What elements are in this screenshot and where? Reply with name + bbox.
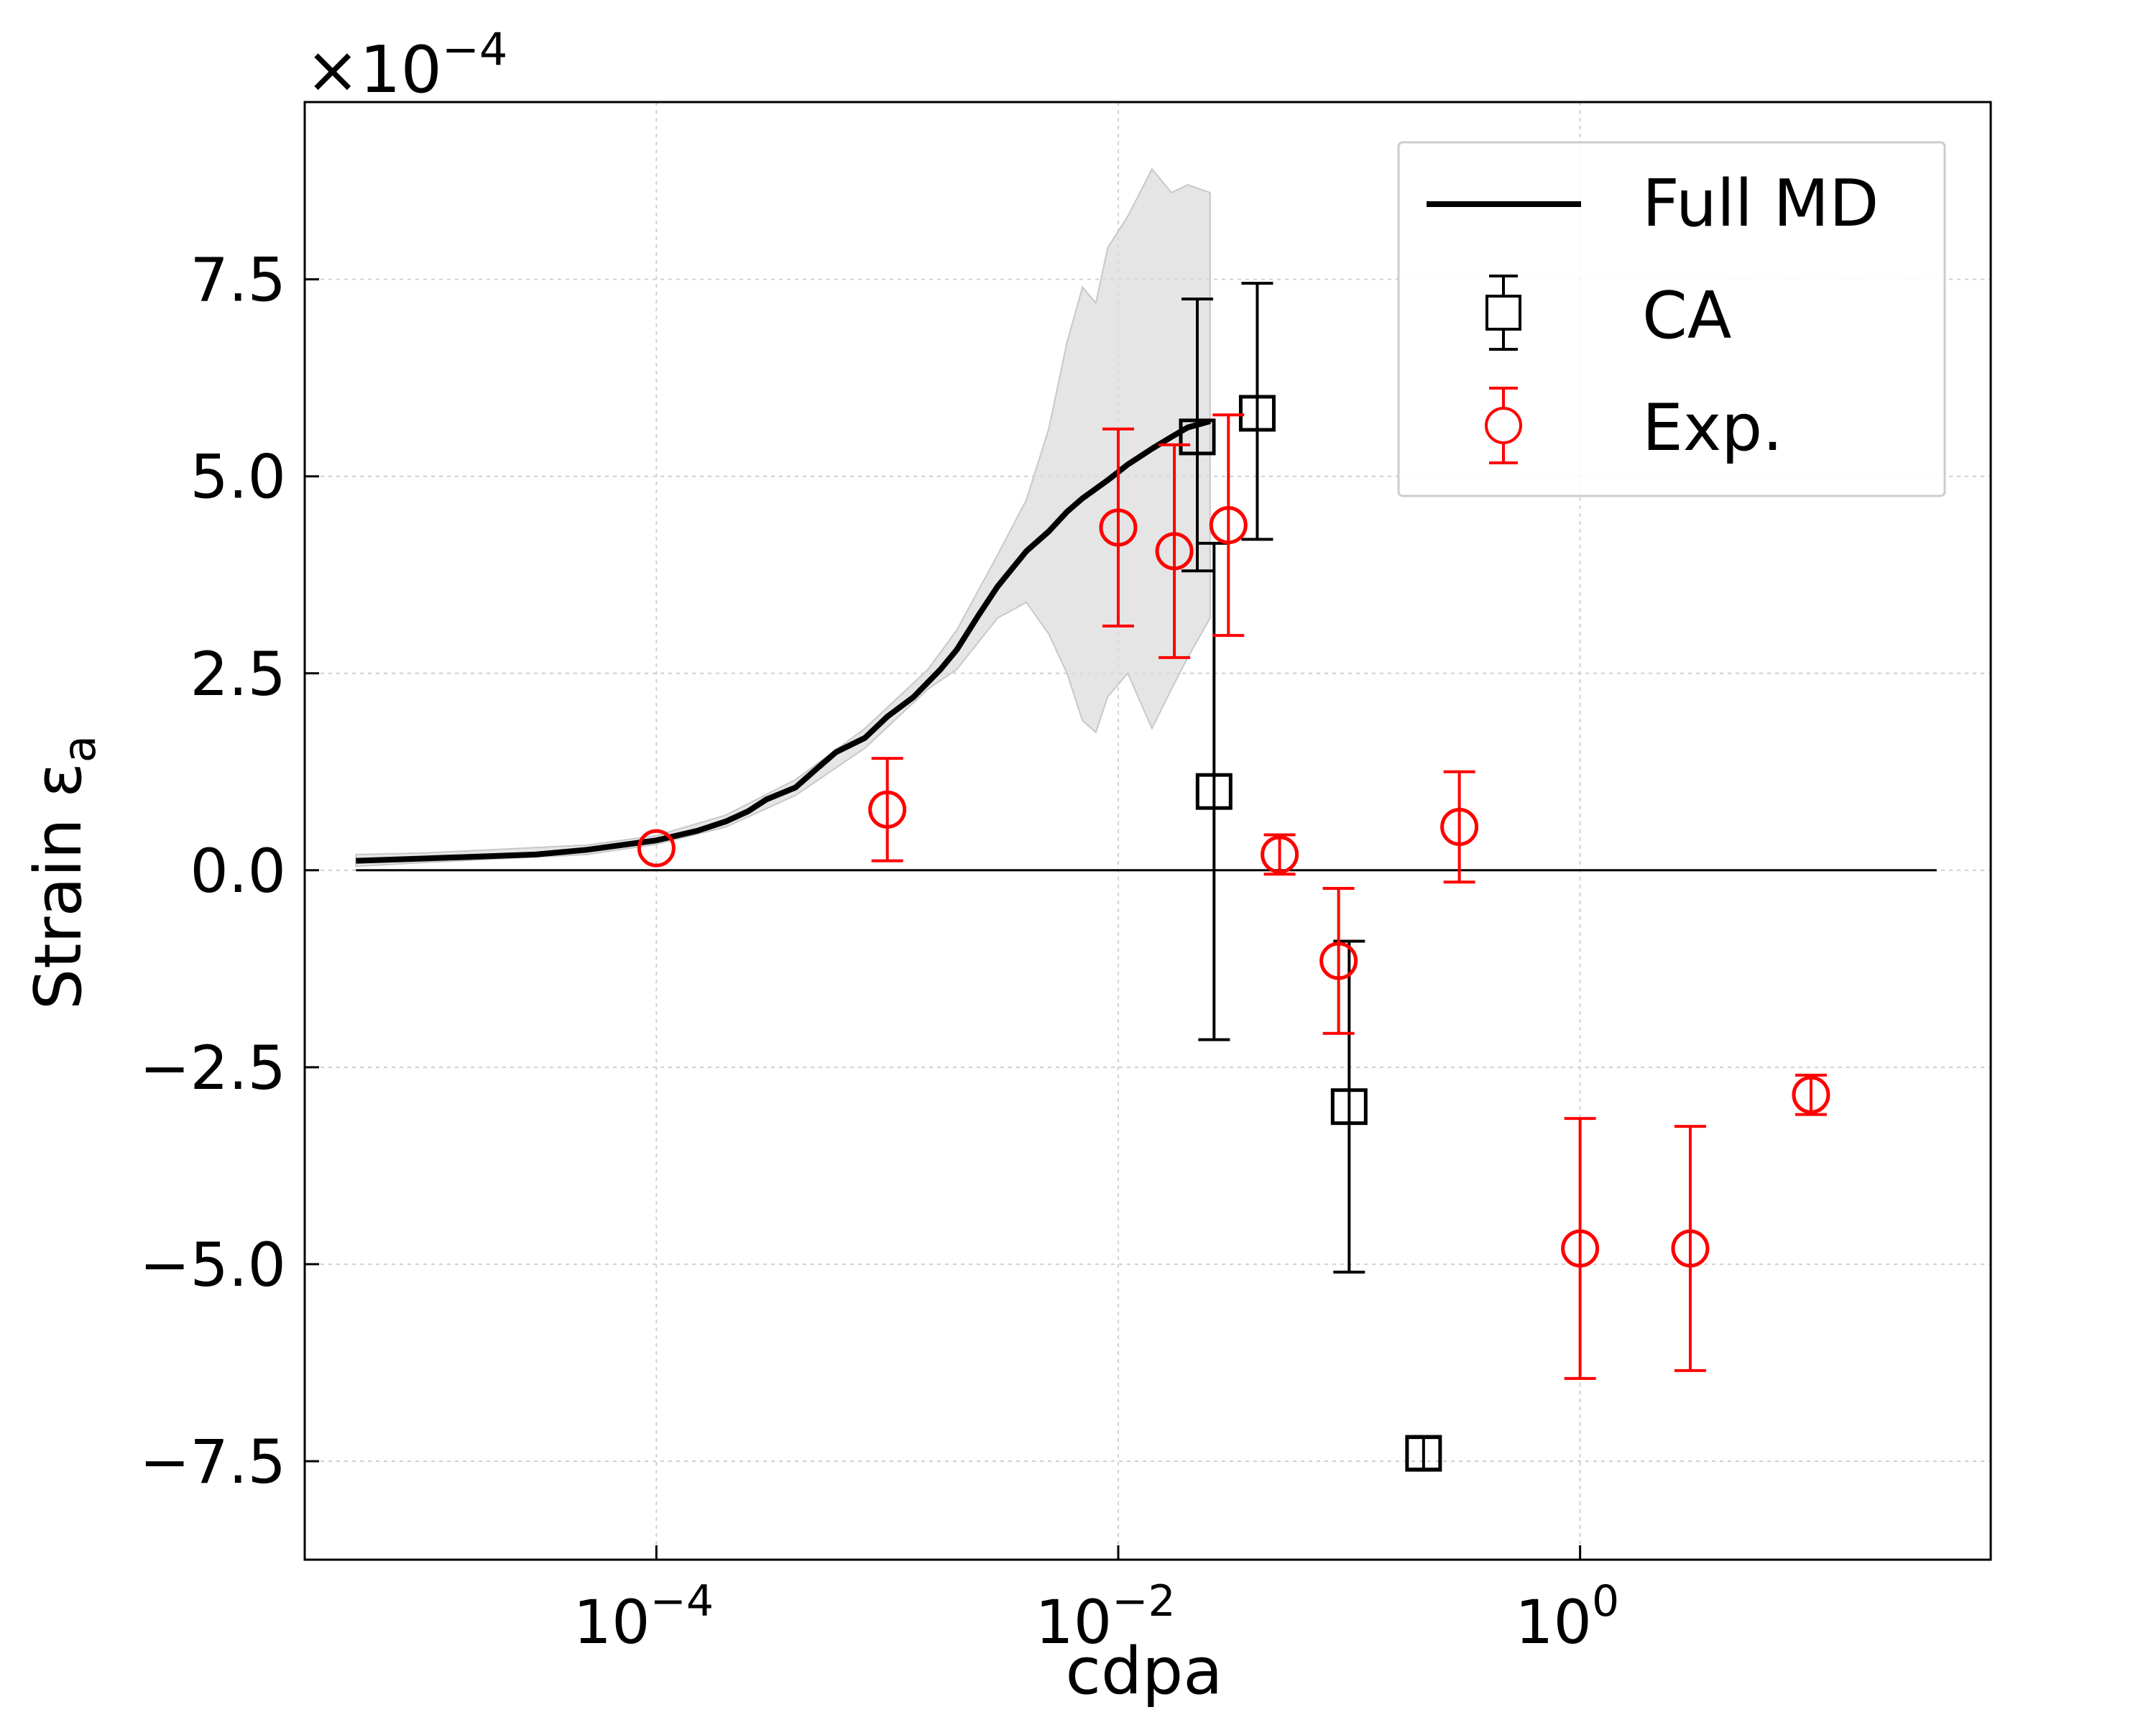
exp-point (1099, 427, 1138, 627)
ca-point (1405, 1435, 1442, 1472)
y-tick-label: 0.0 (190, 836, 286, 906)
square-marker (1179, 418, 1216, 456)
x-tick-label: 100 (1515, 1576, 1619, 1657)
exp-point (1319, 887, 1358, 1035)
circle-marker (1209, 506, 1248, 545)
circle-marker (1319, 942, 1358, 980)
y-tick-label: 7.5 (190, 245, 286, 316)
circle-marker (1792, 1075, 1830, 1114)
exp-point (1261, 833, 1299, 876)
legend-exp-label: Exp. (1642, 390, 1783, 466)
md-uncertainty-band (355, 167, 1211, 868)
square-marker (1405, 1435, 1442, 1472)
full-md-line (356, 418, 1211, 864)
exp-point (1671, 1125, 1710, 1372)
exp-point (1561, 1117, 1600, 1380)
y-axis-label: Strain εa (21, 735, 106, 1010)
y-axis-label-main: Strain ε (21, 763, 96, 1010)
legend-exp-swatch (1485, 387, 1522, 464)
x-tick-label: 10−2 (1035, 1576, 1175, 1657)
ca-point (1179, 298, 1216, 573)
y-tick-label: 2.5 (190, 639, 286, 709)
circle-marker (637, 829, 676, 868)
y-tick-label: 5.0 (190, 442, 286, 512)
y-tick-label: −7.5 (139, 1427, 286, 1497)
y-axis-label-sub: a (53, 735, 106, 763)
exp-point (1155, 443, 1194, 659)
circle-marker (1440, 808, 1479, 847)
square-marker (1195, 773, 1233, 810)
x-axis-label: cdpa (1066, 1634, 1223, 1709)
exp-point (868, 757, 907, 862)
square-marker (1238, 395, 1276, 432)
legend-frame (1397, 141, 1946, 497)
md-band-area (355, 167, 1211, 868)
offset-exp: −4 (442, 23, 507, 75)
exp-series (637, 413, 1830, 1380)
legend: Full MD CA Exp. (1397, 141, 1946, 497)
legend-ca-swatch (1485, 275, 1521, 351)
full-md-series (356, 418, 1211, 864)
x-tick-label: 10−4 (573, 1576, 714, 1657)
circle-marker (1561, 1229, 1600, 1268)
circle-marker (1671, 1229, 1710, 1268)
y-tick-label: −2.5 (139, 1033, 286, 1103)
circle-marker (1099, 508, 1138, 547)
circle-marker (868, 790, 907, 829)
circle-marker (1261, 835, 1299, 874)
exp-point (1209, 413, 1248, 638)
square-marker (1330, 1088, 1368, 1126)
plot-frame (303, 101, 1992, 1561)
exp-point (637, 829, 676, 868)
exp-point (1440, 770, 1479, 884)
legend-full-md-label: Full MD (1642, 166, 1879, 242)
ca-point (1238, 282, 1276, 541)
legend-ca-label: CA (1642, 278, 1731, 354)
y-offset-text: ×10−4 (305, 23, 507, 108)
exp-point (1792, 1073, 1830, 1116)
circle-marker (1155, 532, 1194, 571)
y-tick-label: −5.0 (139, 1230, 286, 1300)
offset-mult: ×10 (305, 32, 442, 108)
axis-ticks: 7.5 5.0 2.5 0.0 −2.5 −5.0 −7.5 10−4 10−2 100 (139, 245, 1619, 1657)
